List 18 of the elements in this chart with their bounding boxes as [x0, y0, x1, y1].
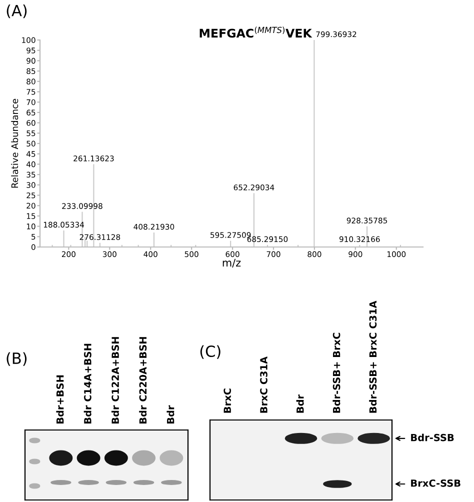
category-label: BrxC C31A	[260, 356, 268, 413]
category-label: Bdr	[296, 394, 304, 413]
text: (B)	[6, 352, 27, 366]
category-label: Bdr C220A+BSH	[139, 337, 147, 424]
text: (C)	[200, 345, 220, 359]
category-label: Bdr C14A+BSH	[84, 344, 92, 424]
category-label: Bdr-SSB+ BrxC	[332, 332, 340, 413]
y-axis-title: Relative Abundance	[11, 98, 18, 188]
category-label: BrxC	[224, 388, 232, 413]
text: BrxC-SSB	[411, 479, 460, 487]
category-label: Bdr	[166, 405, 174, 424]
category-label: Bdr+BSH	[56, 375, 64, 424]
chart-title: (A)	[6, 4, 27, 18]
category-label: Bdr C122A+BSH	[111, 337, 119, 424]
chart-subtitle: MEFGAC$^{(MMTS)}$VEK	[200, 26, 312, 38]
x-axis-title: m/z	[222, 258, 241, 268]
text: Bdr-SSB	[411, 434, 454, 442]
category-label: Bdr-SSB+ BrxC C31A	[369, 300, 377, 413]
